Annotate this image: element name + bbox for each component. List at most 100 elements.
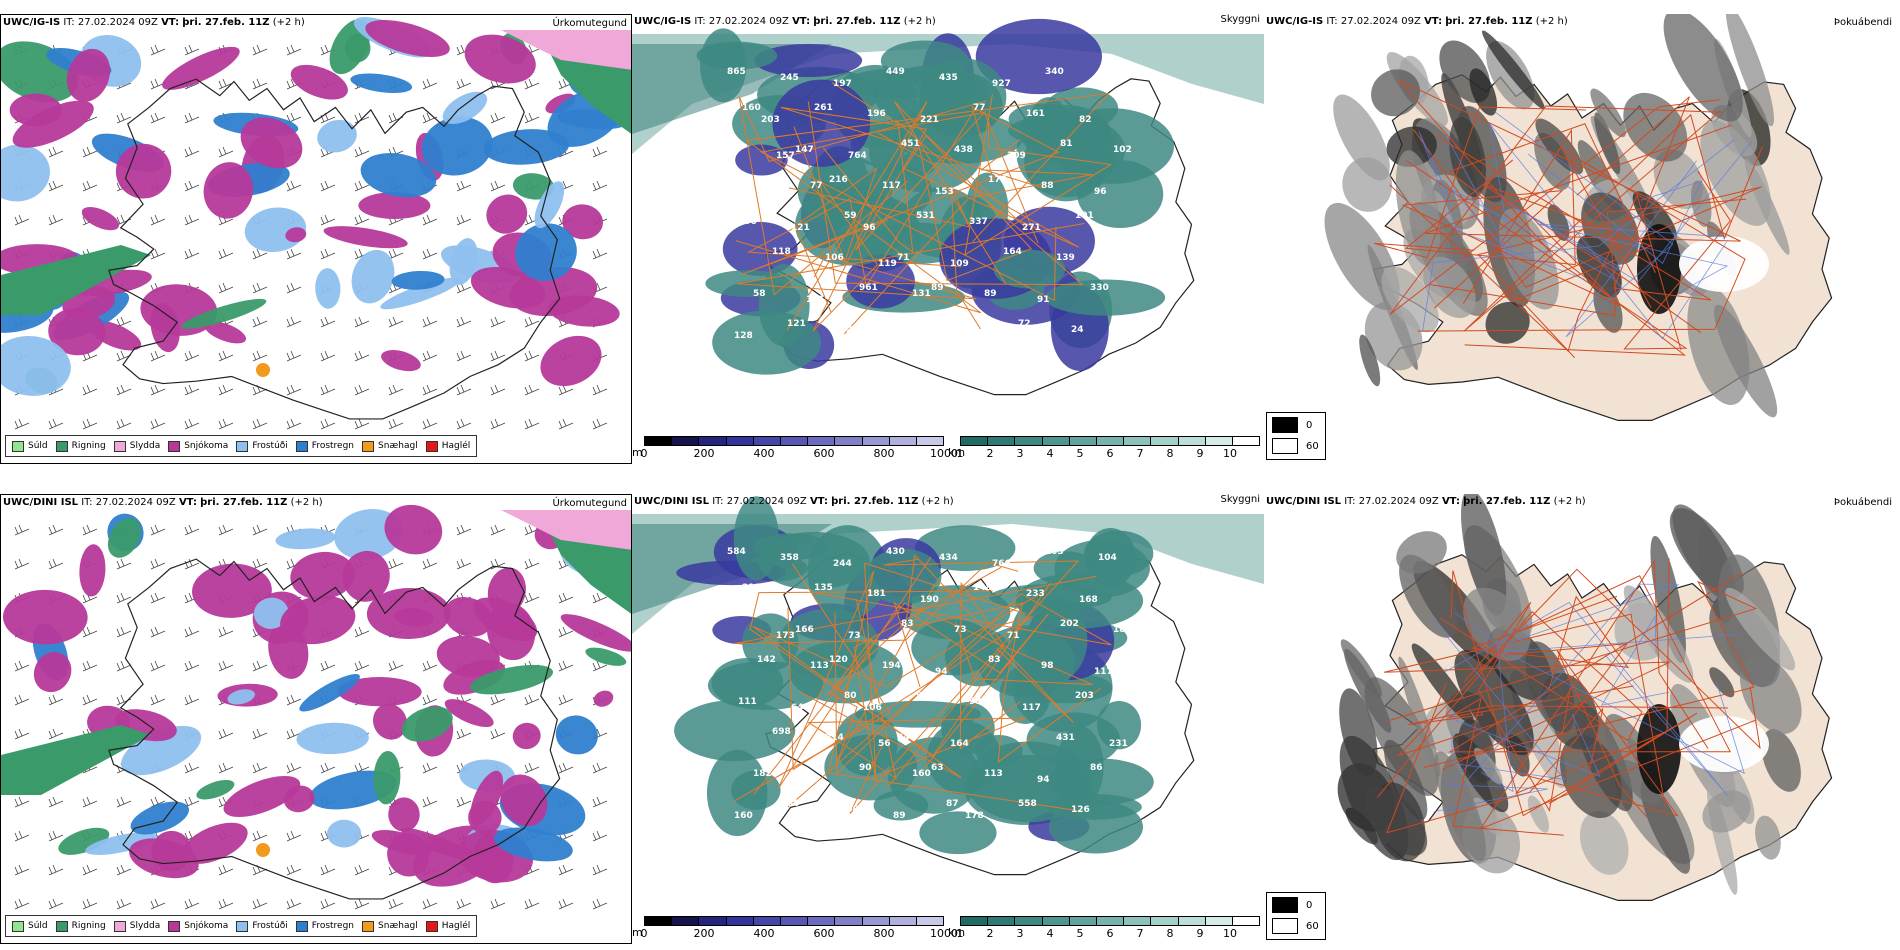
precip-area [204, 321, 247, 344]
wind-barb [252, 350, 268, 362]
height-label: 121 [791, 223, 810, 233]
low-visibility-area [919, 811, 997, 855]
fog-area [1469, 68, 1498, 116]
legend-label: Rigning [71, 921, 106, 931]
colorbar-bin [726, 437, 754, 445]
low-visibility-area [722, 221, 798, 277]
colorbar-tick: 200 [693, 447, 715, 460]
height-label: 196 [867, 109, 886, 119]
wind-barb [286, 694, 302, 706]
sleet-area [501, 510, 631, 550]
height-label: 318 [757, 175, 776, 185]
wind-barb [286, 418, 302, 430]
river [1418, 131, 1585, 280]
wind-barb [388, 898, 404, 910]
fog-area [1482, 30, 1545, 110]
road [1436, 96, 1712, 301]
wind-barb [14, 898, 30, 910]
road [780, 106, 1044, 251]
colorbar-strip [960, 436, 1260, 446]
colorbar-tick: 10 [1223, 447, 1237, 460]
fog-area [1527, 795, 1549, 833]
height-label: 106 [825, 253, 844, 263]
colorbar-bin [699, 437, 727, 445]
height-label: 117 [882, 181, 901, 191]
wind-barb [14, 864, 30, 876]
precip-area [360, 153, 437, 198]
wind-barb [286, 282, 302, 294]
legend-item: Haglél [425, 920, 470, 932]
colorbar-tick: 600 [813, 927, 835, 940]
colorbar-bin [889, 437, 917, 445]
height-label: 80 [787, 799, 800, 809]
wind-barb [592, 796, 608, 808]
fog-area [1395, 150, 1441, 266]
low-visibility-area [733, 496, 779, 581]
height-label: 80 [844, 691, 857, 701]
wind-barb [592, 898, 608, 910]
wind-barb [422, 350, 438, 362]
precip-area [470, 664, 553, 695]
colorbar-bin [916, 437, 944, 445]
fog-area [1709, 667, 1735, 698]
fog-area [1755, 815, 1781, 860]
iceland [108, 78, 561, 420]
precip-area [1, 144, 51, 202]
wind-barb [116, 864, 132, 876]
height-label: 346 [897, 733, 916, 743]
wind-barb [82, 180, 98, 192]
road [787, 607, 1033, 808]
colorbar-tick: 400 [753, 447, 775, 460]
sleet-area [501, 30, 631, 70]
height-label: 764 [848, 151, 867, 161]
colorbar-bin [1205, 437, 1233, 445]
colorbar-tick: 0 [640, 927, 648, 940]
wind-barb [490, 316, 506, 328]
fog-area [1384, 739, 1428, 820]
road [740, 105, 1060, 276]
colorbar-bin [1151, 917, 1179, 925]
wind-barb [354, 626, 370, 638]
colorbar-tick: 800 [873, 927, 895, 940]
wind-barb [150, 558, 166, 570]
wind-barb [422, 898, 438, 910]
height-label: 66 [1109, 259, 1122, 269]
wind-barb [286, 864, 302, 876]
wind-barb [48, 830, 64, 842]
wind-barb [524, 316, 540, 328]
height-label: 129 [840, 325, 859, 335]
fog-area [1364, 677, 1439, 796]
wind-barb [422, 248, 438, 260]
precip-area [12, 100, 94, 148]
colorbar-strip [644, 436, 944, 446]
wind-barb [354, 660, 370, 672]
wind-barb [150, 350, 166, 362]
precip-area [48, 307, 106, 356]
wind-barb [116, 660, 132, 672]
height-label: 24 [1071, 325, 1084, 335]
wind-barb [524, 384, 540, 396]
precip-area [33, 651, 72, 693]
height-label: 113 [984, 769, 1003, 779]
height-label: 87 [946, 799, 959, 809]
river [1454, 612, 1514, 793]
precip-area [337, 677, 422, 707]
wind-barb [422, 660, 438, 672]
precip-area [515, 223, 577, 281]
legend-swatch [168, 440, 181, 452]
precip-area [468, 800, 502, 835]
wind-barb [252, 418, 268, 430]
legend-item: Frostúði [236, 920, 288, 932]
height-label: 219 [742, 583, 761, 593]
height-label: 89 [984, 289, 997, 299]
wind-barb [184, 694, 200, 706]
wind-barb [48, 898, 64, 910]
height-label: 94 [1037, 775, 1050, 785]
wind-barb [82, 660, 98, 672]
height-label: 164 [1003, 247, 1022, 257]
height-label: 102 [1113, 145, 1132, 155]
legend-item: Rigning [55, 440, 106, 452]
fog-panel-bottom: UWC/DINI ISL IT: 27.02.2024 09Z VT: þri.… [1264, 494, 1900, 944]
wind-barb [218, 762, 234, 774]
colorbar-bin [862, 917, 890, 925]
